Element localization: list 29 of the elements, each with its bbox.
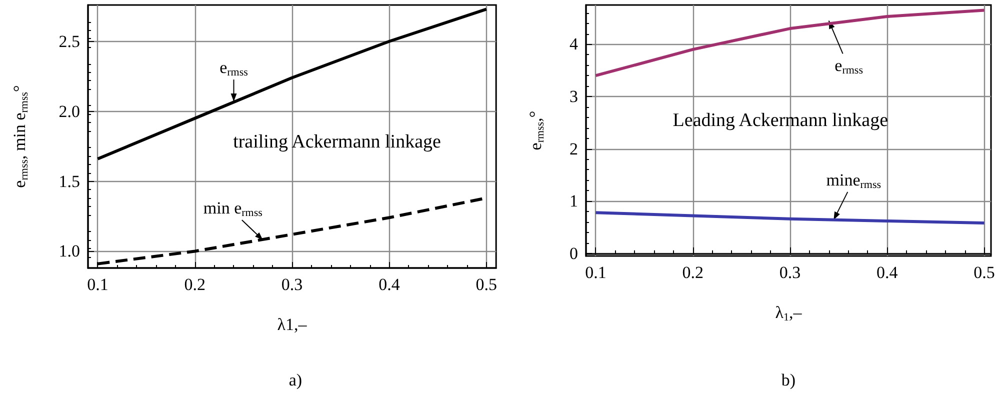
y-tick-label: 2.5 <box>58 32 80 51</box>
annotation: Leading Ackermann linkage <box>672 110 888 131</box>
x-tick-label: 0.2 <box>184 275 206 294</box>
y-tick-label: 0 <box>570 244 578 263</box>
x-tick-label: 0.1 <box>87 275 108 294</box>
y-tick-label: 2 <box>570 139 578 158</box>
line-series <box>96 8 488 160</box>
y-tick-label: 3 <box>570 87 578 106</box>
text: b) <box>781 370 796 390</box>
x-tick-label: 0.1 <box>585 263 606 282</box>
x-tick-label: 0.3 <box>779 263 801 282</box>
x-axis-title: λ1,– <box>277 315 308 334</box>
x-tick-label: 0.2 <box>682 263 704 282</box>
y-axis-title: ermss, min ermss° <box>10 85 30 188</box>
line-series <box>594 8 986 78</box>
text: a) <box>288 370 302 390</box>
y-tick-label: 1 <box>570 192 578 211</box>
y-tick-label: 4 <box>570 34 578 54</box>
annotation: trailing Ackermann linkage <box>233 131 441 152</box>
x-tick-label: 0.5 <box>974 263 995 282</box>
y-axis-title: ermss,° <box>526 110 546 150</box>
x-tick-label: 0.5 <box>476 275 497 294</box>
y-tick-label: 1.0 <box>58 242 80 261</box>
y-tick-label: 2.0 <box>58 102 80 121</box>
y-tick-label: 1.5 <box>58 172 80 191</box>
x-tick-label: 0.4 <box>876 263 898 282</box>
x-tick-label: 0.4 <box>378 275 400 294</box>
line-series <box>594 211 986 225</box>
x-tick-label: 0.3 <box>281 275 303 294</box>
